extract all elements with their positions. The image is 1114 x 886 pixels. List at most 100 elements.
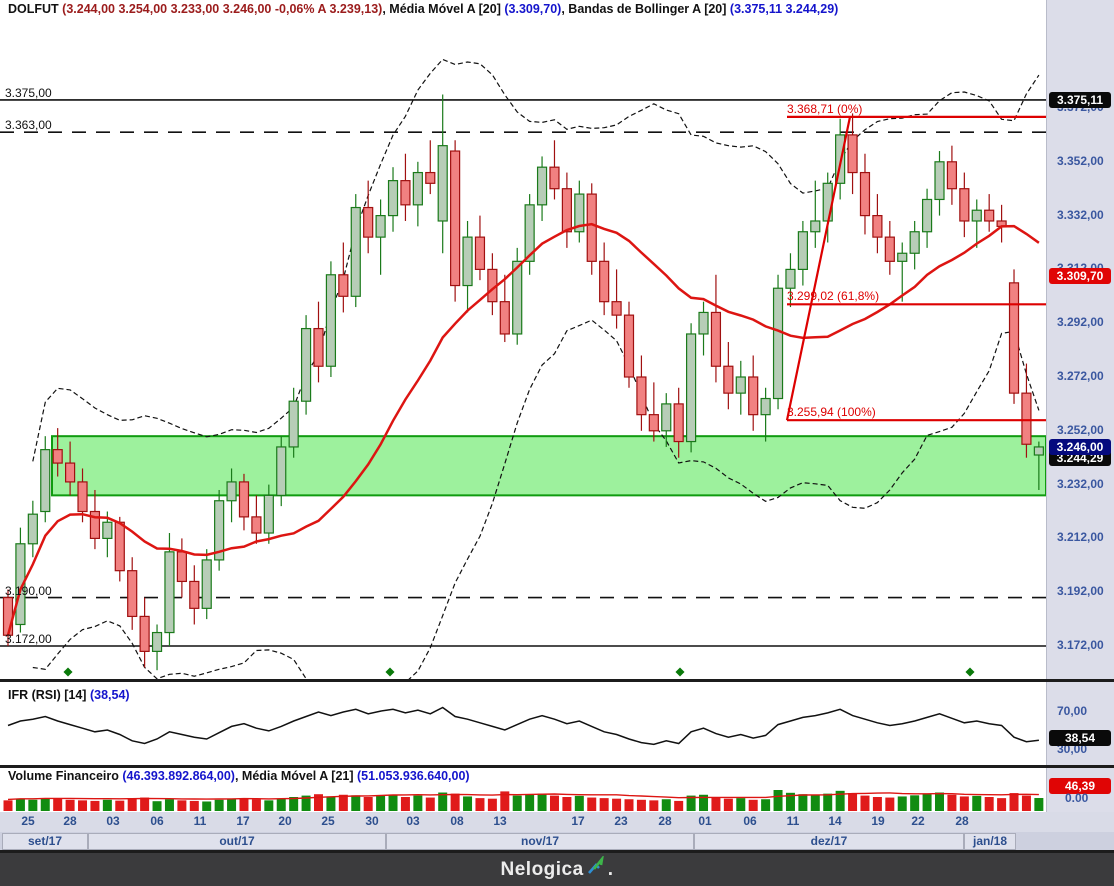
- volume-bar[interactable]: [922, 794, 932, 811]
- candle[interactable]: [238, 473, 250, 531]
- candle[interactable]: [586, 183, 597, 275]
- volume-bar[interactable]: [40, 798, 50, 811]
- volume-bar[interactable]: [848, 793, 858, 811]
- volume-bar[interactable]: [525, 794, 535, 811]
- volume-bar[interactable]: [413, 795, 423, 811]
- candle[interactable]: [623, 301, 635, 388]
- main-chart-panel[interactable]: [0, 0, 1046, 681]
- volume-bar[interactable]: [28, 799, 38, 811]
- candle[interactable]: [574, 180, 585, 243]
- rsi-panel[interactable]: [0, 683, 1046, 765]
- volume-bar[interactable]: [202, 801, 212, 811]
- candle[interactable]: [847, 113, 858, 195]
- volume-bar[interactable]: [65, 799, 75, 811]
- panel-separator[interactable]: [0, 765, 1114, 768]
- volume-bar[interactable]: [363, 797, 373, 811]
- volume-bar[interactable]: [152, 801, 162, 811]
- volume-bar[interactable]: [289, 797, 299, 811]
- month-label[interactable]: out/17: [88, 833, 386, 850]
- fib-trendline[interactable]: [785, 116, 852, 421]
- volume-bar[interactable]: [425, 797, 435, 811]
- volume-bar[interactable]: [338, 794, 348, 811]
- volume-bar[interactable]: [674, 800, 684, 811]
- candle[interactable]: [549, 140, 560, 200]
- candle[interactable]: [52, 428, 63, 477]
- day-label[interactable]: 20: [278, 814, 292, 828]
- day-label[interactable]: 25: [21, 814, 35, 828]
- day-label[interactable]: 01: [698, 814, 712, 828]
- candle[interactable]: [723, 342, 734, 410]
- volume-bar[interactable]: [90, 800, 100, 811]
- day-label[interactable]: 14: [828, 814, 842, 828]
- candle[interactable]: [300, 315, 312, 415]
- candle[interactable]: [984, 194, 995, 232]
- volume-bar[interactable]: [15, 799, 25, 811]
- volume-bar[interactable]: [251, 799, 261, 811]
- volume-bar[interactable]: [102, 799, 112, 811]
- day-label[interactable]: 11: [193, 814, 207, 828]
- candle[interactable]: [127, 557, 138, 630]
- candle[interactable]: [735, 360, 746, 415]
- volume-bar[interactable]: [376, 795, 386, 811]
- candle[interactable]: [462, 220, 473, 313]
- volume-bar[interactable]: [1021, 795, 1031, 811]
- candle[interactable]: [772, 274, 784, 410]
- candle[interactable]: [512, 247, 523, 345]
- day-label[interactable]: 22: [911, 814, 925, 828]
- candle[interactable]: [375, 199, 386, 275]
- candle[interactable]: [561, 172, 573, 248]
- candle[interactable]: [151, 624, 163, 671]
- candle[interactable]: [661, 393, 672, 447]
- candle[interactable]: [536, 156, 548, 221]
- volume-bar[interactable]: [736, 798, 746, 811]
- volume-bar[interactable]: [351, 795, 361, 811]
- day-label[interactable]: 25: [321, 814, 335, 828]
- candle[interactable]: [276, 436, 287, 507]
- month-label[interactable]: nov/17: [386, 833, 694, 850]
- candle[interactable]: [40, 436, 51, 523]
- volume-bar[interactable]: [500, 791, 510, 811]
- candle[interactable]: [15, 527, 26, 633]
- volume-bar[interactable]: [1034, 798, 1044, 811]
- candle[interactable]: [226, 468, 237, 523]
- candle[interactable]: [897, 242, 908, 302]
- volume-bar[interactable]: [177, 800, 187, 811]
- candle[interactable]: [1021, 363, 1032, 458]
- candle[interactable]: [450, 140, 461, 302]
- volume-bar[interactable]: [239, 798, 249, 811]
- candle[interactable]: [89, 489, 101, 550]
- candle[interactable]: [648, 382, 659, 442]
- candle[interactable]: [325, 261, 337, 377]
- candle[interactable]: [934, 151, 945, 216]
- day-label[interactable]: 23: [614, 814, 628, 828]
- day-label[interactable]: 17: [571, 814, 585, 828]
- volume-bar[interactable]: [897, 796, 907, 811]
- rsi-line-chart[interactable]: [0, 683, 1046, 765]
- volume-bar[interactable]: [438, 792, 448, 811]
- day-label[interactable]: 08: [450, 814, 464, 828]
- candle[interactable]: [698, 301, 709, 356]
- candle[interactable]: [611, 269, 622, 329]
- volume-bar[interactable]: [935, 792, 944, 811]
- day-label[interactable]: 11: [786, 814, 800, 828]
- month-label[interactable]: set/17: [2, 833, 88, 850]
- volume-bar[interactable]: [562, 797, 572, 811]
- volume-bar[interactable]: [723, 798, 733, 811]
- candle[interactable]: [599, 242, 610, 316]
- volume-bar[interactable]: [612, 798, 622, 811]
- volume-bar[interactable]: [773, 790, 783, 811]
- volume-bar[interactable]: [972, 795, 982, 811]
- volume-bar[interactable]: [400, 797, 410, 811]
- volume-bar[interactable]: [686, 795, 696, 811]
- candle[interactable]: [64, 441, 76, 496]
- day-label[interactable]: 06: [150, 814, 164, 828]
- volume-bar[interactable]: [587, 797, 597, 811]
- volume-bar[interactable]: [314, 794, 323, 811]
- day-label[interactable]: 13: [493, 814, 507, 828]
- day-label[interactable]: 03: [106, 814, 120, 828]
- volume-bar[interactable]: [189, 800, 199, 811]
- candle[interactable]: [884, 220, 895, 275]
- volume-bar[interactable]: [748, 799, 758, 811]
- candle[interactable]: [785, 253, 796, 308]
- volume-bar[interactable]: [798, 794, 808, 811]
